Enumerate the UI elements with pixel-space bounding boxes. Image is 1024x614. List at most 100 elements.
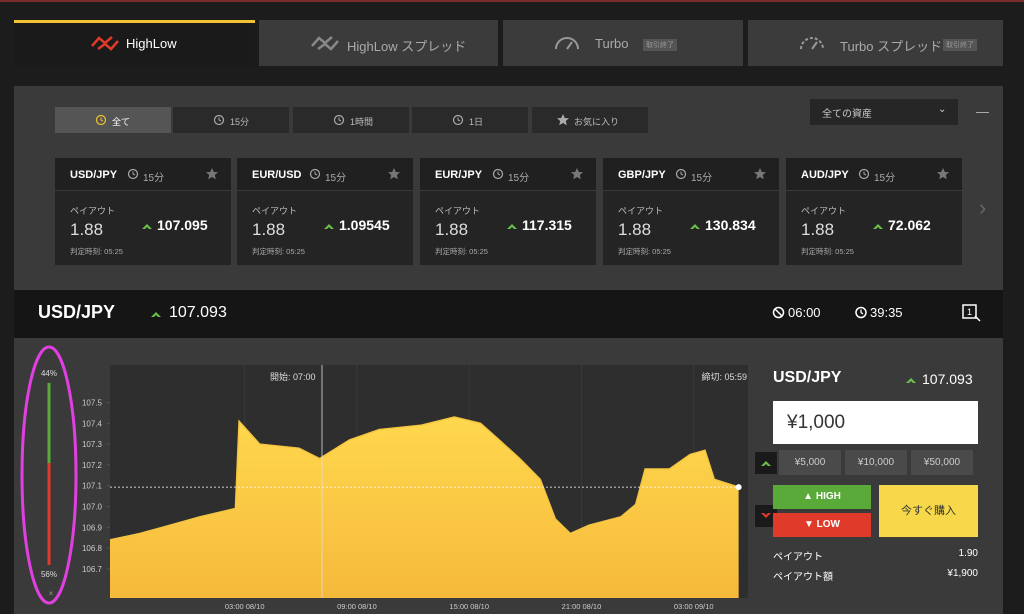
- favorite-star-svg: [571, 168, 583, 180]
- asset-pair: GBP/JPY: [618, 169, 666, 181]
- payout-label: ペイアウト: [773, 552, 823, 563]
- tab-logo: [555, 37, 579, 50]
- tab-label: HighLow スプレッド: [347, 39, 467, 54]
- filter-icon-svg: [213, 114, 225, 126]
- y-tick-label: 107.2: [82, 461, 103, 470]
- asset-duration: 15分: [143, 173, 165, 184]
- asset-duration: 15分: [874, 173, 896, 184]
- payout-label: ペイアウト: [801, 206, 847, 216]
- gauge-close: ×: [49, 589, 54, 598]
- duration-icon-svg: [309, 168, 321, 180]
- preset-button[interactable]: ¥50,000: [911, 450, 973, 475]
- buy-button[interactable]: 今すぐ購入: [879, 485, 978, 537]
- price-chart: × 44% 56% 107.5 107.4 107.3 107.2 107.1 107.0 10…: [20, 345, 748, 611]
- filter-label: 全て: [112, 117, 131, 127]
- x-tick-label: 21:00 08/10: [562, 602, 602, 611]
- chart-toggle[interactable]: 1: [962, 304, 982, 324]
- asset-pair: EUR/JPY: [435, 169, 483, 181]
- trade-pair: USD/JPY: [773, 369, 842, 386]
- asset-select-label: 全ての資産: [822, 109, 872, 120]
- up-icon: [151, 312, 161, 317]
- top-border: [0, 0, 1024, 2]
- filter-tab[interactable]: 15分: [173, 107, 289, 133]
- filter-icon-svg: [333, 114, 345, 126]
- high-button[interactable]: ▲ HIGH: [773, 485, 871, 509]
- filter-icon: [452, 113, 466, 132]
- payout-label: ペイアウト: [252, 206, 298, 216]
- tab-label: HighLow: [126, 36, 177, 51]
- y-tick-label: 107.5: [82, 398, 103, 407]
- preset-button[interactable]: ¥10,000: [845, 450, 907, 475]
- card-header: [55, 158, 231, 191]
- filter-tab[interactable]: 1時間: [293, 107, 409, 133]
- expiry: 判定時刻: 05:25: [435, 247, 488, 256]
- asset-price: 1.09545: [339, 217, 390, 233]
- asset-card[interactable]: USD/JPY 15分 ペイアウト 1.88 107.095 判定時刻: 05:25: [55, 158, 231, 265]
- asset-card[interactable]: AUD/JPY 15分 ペイアウト 1.88 72.062 判定時刻: 05:25: [786, 158, 962, 265]
- up-icon: [141, 219, 155, 238]
- filter-tab[interactable]: お気に入り: [532, 107, 648, 133]
- card-header: [603, 158, 779, 191]
- x-tick-label: 03:00 09/10: [674, 602, 714, 611]
- duration-icon: [127, 167, 141, 186]
- asset-pair: AUD/JPY: [801, 169, 849, 181]
- up-icon-svg: [873, 224, 883, 229]
- history-icon: [855, 306, 867, 319]
- tab-badge: 取引終了: [943, 39, 977, 51]
- up-icon: [872, 219, 886, 238]
- filter-tab[interactable]: 1日: [412, 107, 528, 133]
- low-button[interactable]: ▼ LOW: [773, 513, 871, 537]
- expiry: 判定時刻: 05:25: [801, 247, 854, 256]
- tab[interactable]: Turbo スプレッド 取引終了: [748, 20, 1003, 66]
- y-tick-label: 106.7: [82, 565, 103, 574]
- gauge-high-label: 44%: [41, 369, 57, 378]
- preset-label: ¥10,000: [857, 457, 895, 468]
- favorite-star: [936, 167, 950, 186]
- high-text: HIGH: [815, 491, 841, 502]
- tab[interactable]: Turbo 取引終了: [503, 20, 743, 66]
- preset-label: ¥5,000: [794, 457, 826, 468]
- up-icon: [323, 219, 337, 238]
- filter-label: 15分: [230, 117, 250, 127]
- tab[interactable]: HighLow: [14, 20, 255, 66]
- tab-logo: [311, 36, 339, 51]
- filter-icon: [213, 113, 227, 132]
- asset-select[interactable]: 全ての資産 ⌄: [810, 99, 958, 125]
- duration-icon-svg: [127, 168, 139, 180]
- y-tick-label: 107.1: [82, 482, 103, 491]
- svg-text:1: 1: [967, 307, 972, 317]
- favorite-star: [753, 167, 767, 186]
- duration-icon-svg: [858, 168, 870, 180]
- low-text: LOW: [816, 519, 840, 530]
- minimize[interactable]: [976, 112, 989, 113]
- duration-icon-svg: [492, 168, 504, 180]
- filter-icon-svg: [452, 114, 464, 126]
- tab-icon: [89, 34, 121, 57]
- filter-tab[interactable]: 全て: [55, 107, 171, 133]
- asset-price: 130.834: [705, 217, 756, 233]
- tab-icon: [309, 34, 341, 57]
- next-arrow[interactable]: ›: [979, 195, 987, 220]
- asset-card[interactable]: EUR/USD 15分 ペイアウト 1.88 1.09545 判定時刻: 05:25: [237, 158, 413, 265]
- chart-header: [14, 290, 1003, 338]
- payout-value: 1.90: [958, 548, 978, 559]
- payout-value: 1.88: [435, 220, 469, 239]
- header-time: 06:00: [788, 305, 821, 320]
- asset-card[interactable]: EUR/JPY 15分 ペイアウト 1.88 117.315 判定時刻: 05:25: [420, 158, 596, 265]
- up-icon-svg: [507, 224, 517, 229]
- asset-price: 72.062: [888, 217, 931, 233]
- preset-button[interactable]: ¥5,000: [779, 450, 841, 475]
- duration-icon: [492, 167, 506, 186]
- asset-card[interactable]: GBP/JPY 15分 ペイアウト 1.88 130.834 判定時刻: 05:25: [603, 158, 779, 265]
- amount-input[interactable]: ¥1,000: [773, 401, 978, 444]
- filter-label: 1時間: [350, 117, 374, 127]
- card-header: [786, 158, 962, 191]
- gauge-low-label: 56%: [41, 570, 57, 579]
- favorite-star: [205, 167, 219, 186]
- duration-icon: [309, 167, 323, 186]
- low-label: ▼ LOW: [803, 519, 840, 530]
- tab[interactable]: HighLow スプレッド: [259, 20, 498, 66]
- end-label: 締切: 05:59: [701, 371, 747, 382]
- tab-badge: 取引終了: [643, 39, 677, 51]
